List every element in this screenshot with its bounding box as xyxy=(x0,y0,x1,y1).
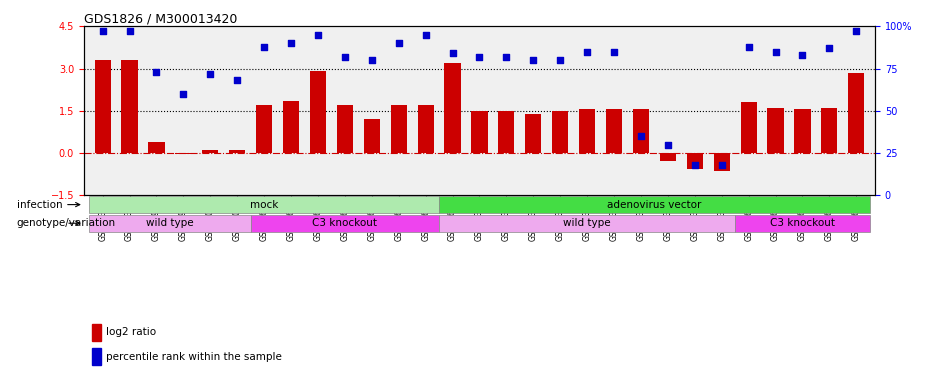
Text: wild type: wild type xyxy=(563,218,611,228)
Bar xyxy=(821,108,838,153)
Bar xyxy=(606,110,622,153)
Bar xyxy=(714,153,730,171)
Point xyxy=(149,69,164,75)
Bar xyxy=(250,215,439,232)
Bar xyxy=(660,153,676,161)
Text: infection: infection xyxy=(17,200,80,210)
Bar xyxy=(767,108,784,153)
Bar xyxy=(283,101,299,153)
Bar xyxy=(794,110,811,153)
Bar xyxy=(229,150,245,153)
Text: percentile rank within the sample: percentile rank within the sample xyxy=(106,352,282,362)
Point xyxy=(795,52,810,58)
Point xyxy=(337,54,352,60)
Point xyxy=(822,45,837,51)
Point xyxy=(714,162,729,168)
Bar xyxy=(89,215,250,232)
Bar xyxy=(579,110,595,153)
Point xyxy=(526,57,541,63)
Bar xyxy=(202,150,219,153)
Text: GDS1826 / M300013420: GDS1826 / M300013420 xyxy=(84,12,237,25)
Bar xyxy=(89,196,439,213)
Bar xyxy=(439,196,870,213)
Bar xyxy=(633,110,649,153)
Point xyxy=(257,44,272,50)
Bar xyxy=(148,142,165,153)
Point xyxy=(203,70,218,76)
Bar xyxy=(687,153,703,168)
Bar xyxy=(740,102,757,153)
Point xyxy=(499,54,514,60)
Bar xyxy=(439,215,735,232)
Point xyxy=(445,50,460,56)
Text: adenovirus vector: adenovirus vector xyxy=(607,200,702,210)
Text: C3 knockout: C3 knockout xyxy=(770,218,835,228)
Point xyxy=(311,32,326,38)
Bar xyxy=(91,348,101,365)
Point xyxy=(95,28,110,34)
Point xyxy=(768,49,783,55)
Text: mock: mock xyxy=(250,200,278,210)
Bar xyxy=(91,324,101,340)
Bar xyxy=(175,153,192,154)
Point xyxy=(687,162,702,168)
Bar xyxy=(256,105,272,153)
Text: wild type: wild type xyxy=(146,218,194,228)
Point xyxy=(472,54,487,60)
Bar xyxy=(735,215,870,232)
Bar xyxy=(525,114,541,153)
Point xyxy=(364,57,379,63)
Text: genotype/variation: genotype/variation xyxy=(17,218,115,228)
Bar xyxy=(364,119,380,153)
Bar xyxy=(121,60,138,153)
Bar xyxy=(444,63,461,153)
Bar xyxy=(337,105,353,153)
Bar xyxy=(418,105,434,153)
Bar xyxy=(848,73,864,153)
Point xyxy=(741,44,756,50)
Text: C3 knockout: C3 knockout xyxy=(313,218,377,228)
Point xyxy=(418,32,433,38)
Bar xyxy=(471,111,488,153)
Bar xyxy=(498,111,515,153)
Point xyxy=(633,133,648,139)
Bar xyxy=(391,105,407,153)
Point xyxy=(122,28,137,34)
Text: log2 ratio: log2 ratio xyxy=(106,327,156,338)
Point xyxy=(580,49,595,55)
Point xyxy=(284,40,299,46)
Point xyxy=(849,28,864,34)
Point xyxy=(553,57,568,63)
Point xyxy=(660,142,675,148)
Point xyxy=(607,49,622,55)
Bar xyxy=(95,60,111,153)
Bar xyxy=(552,111,568,153)
Point xyxy=(391,40,406,46)
Bar xyxy=(310,71,326,153)
Point xyxy=(176,91,191,97)
Point xyxy=(230,77,245,83)
